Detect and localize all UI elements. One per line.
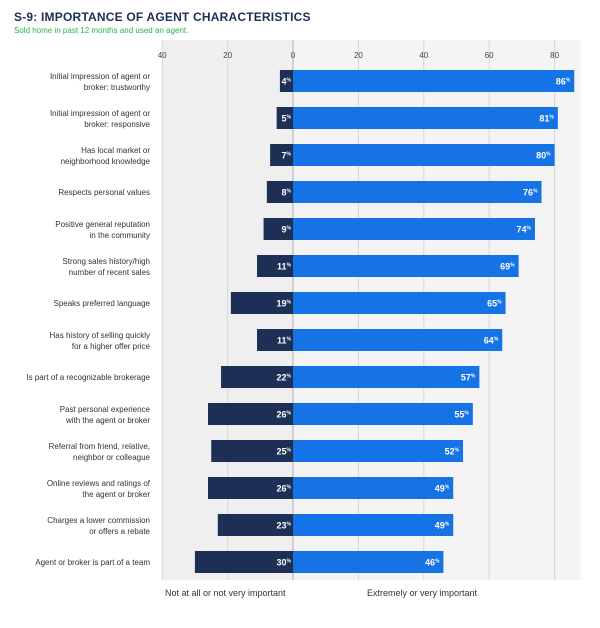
x-tick-label: 60 bbox=[485, 51, 494, 60]
bar-important bbox=[293, 107, 558, 129]
bar-important bbox=[293, 440, 464, 462]
legend-right-label: Extremely or very important bbox=[367, 588, 478, 598]
value-label-not-important: 19% bbox=[277, 299, 292, 309]
category-label: Initial impression of agent or broker: tr… bbox=[50, 72, 150, 92]
value-label-important: 49% bbox=[435, 521, 450, 531]
value-label-important: 49% bbox=[435, 484, 450, 494]
value-label-not-important: 4% bbox=[282, 77, 292, 87]
x-tick-label: 20 bbox=[354, 51, 363, 60]
value-label-not-important: 7% bbox=[282, 151, 292, 161]
value-label-not-important: 11% bbox=[277, 262, 292, 272]
value-label-important: 46% bbox=[425, 558, 440, 568]
value-label-important: 64% bbox=[484, 336, 499, 346]
bar-important bbox=[293, 218, 535, 240]
category-label: Positive general reputation in the commun… bbox=[55, 220, 150, 240]
bar-important bbox=[293, 514, 454, 536]
value-label-important: 76% bbox=[523, 188, 538, 198]
bar-important bbox=[293, 329, 503, 351]
value-label-important: 52% bbox=[445, 447, 460, 457]
bar-important bbox=[293, 70, 575, 92]
value-label-important: 57% bbox=[461, 373, 476, 383]
bar-not-important bbox=[270, 144, 293, 166]
bar-not-important bbox=[211, 440, 293, 462]
value-label-not-important: 30% bbox=[277, 558, 292, 568]
bar-not-important bbox=[194, 551, 293, 573]
value-label-important: 65% bbox=[487, 299, 502, 309]
bar-important bbox=[293, 144, 555, 166]
bar-important bbox=[293, 366, 480, 388]
bar-not-important bbox=[266, 181, 293, 203]
value-label-important: 86% bbox=[556, 77, 571, 87]
value-label-not-important: 25% bbox=[277, 447, 292, 457]
value-label-not-important: 23% bbox=[277, 521, 292, 531]
x-tick-label: 80 bbox=[550, 51, 559, 60]
value-label-important: 55% bbox=[454, 410, 469, 420]
bar-important bbox=[293, 292, 506, 314]
x-tick-label: 40 bbox=[158, 51, 167, 60]
value-label-not-important: 26% bbox=[277, 410, 292, 420]
category-label: Initial impression of agent or broker: re… bbox=[50, 109, 151, 129]
category-label: Charges a lower commission or offers a re… bbox=[47, 516, 150, 536]
x-tick-label: 20 bbox=[223, 51, 232, 60]
chart-subtitle: Sold home in past 12 months and used an … bbox=[14, 26, 189, 35]
bar-not-important bbox=[257, 255, 293, 277]
category-label: Online reviews and ratings of the agent o… bbox=[47, 479, 151, 499]
value-label-not-important: 8% bbox=[282, 188, 292, 198]
bar-not-important bbox=[263, 218, 293, 240]
bar-not-important bbox=[221, 366, 293, 388]
bar-important bbox=[293, 551, 444, 573]
category-label: Is part of a recognizable brokerage bbox=[26, 373, 150, 382]
value-label-not-important: 9% bbox=[282, 225, 292, 235]
bar-important bbox=[293, 477, 454, 499]
category-label: Past personal experience with the agent o… bbox=[60, 405, 151, 425]
value-label-important: 69% bbox=[500, 262, 515, 272]
value-label-not-important: 26% bbox=[277, 484, 292, 494]
value-label-important: 80% bbox=[536, 151, 551, 161]
bar-important bbox=[293, 403, 473, 425]
bar-not-important bbox=[279, 70, 293, 92]
value-label-not-important: 11% bbox=[277, 336, 292, 346]
bar-not-important bbox=[217, 514, 293, 536]
category-label: Agent or broker is part of a team bbox=[35, 558, 150, 567]
bar-not-important bbox=[207, 403, 293, 425]
value-label-not-important: 22% bbox=[277, 373, 292, 383]
value-label-not-important: 5% bbox=[282, 114, 292, 124]
bar-important bbox=[293, 255, 519, 277]
chart-title: S-9: IMPORTANCE OF AGENT CHARACTERISTICS bbox=[14, 10, 311, 24]
category-label: Has local market or neighborhood knowledg… bbox=[61, 146, 151, 166]
x-tick-label: 0 bbox=[291, 51, 296, 60]
category-label: Has history of selling quickly for a high… bbox=[50, 331, 151, 351]
x-tick-label: 40 bbox=[419, 51, 428, 60]
value-label-important: 74% bbox=[517, 225, 532, 235]
bar-not-important bbox=[276, 107, 293, 129]
bar-not-important bbox=[207, 477, 293, 499]
bar-not-important bbox=[257, 329, 293, 351]
bar-not-important bbox=[230, 292, 293, 314]
category-label: Referral from friend, relative, neighbor … bbox=[49, 442, 151, 462]
category-label: Speaks preferred language bbox=[53, 299, 150, 308]
value-label-important: 81% bbox=[539, 114, 554, 124]
category-label: Strong sales history/high number of recen… bbox=[62, 257, 150, 277]
category-label: Respects personal values bbox=[58, 188, 150, 197]
legend-left-label: Not at all or not very important bbox=[165, 588, 286, 598]
bar-important bbox=[293, 181, 542, 203]
